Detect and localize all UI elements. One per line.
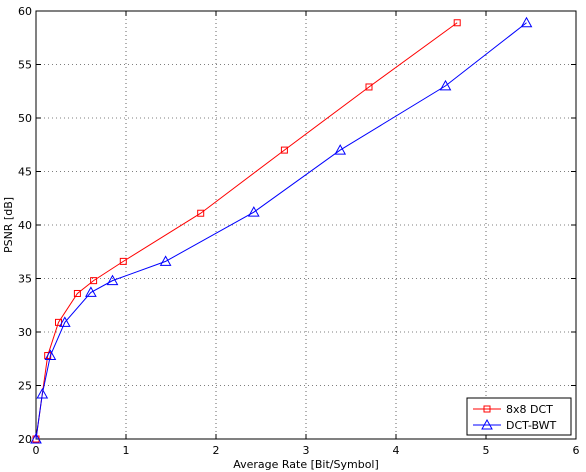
- x-tick-label: 1: [123, 444, 130, 457]
- series-8x8-dct: [32, 19, 461, 443]
- x-tick-label: 2: [213, 444, 220, 457]
- x-tick-label: 3: [303, 444, 310, 457]
- x-tick-label: 0: [33, 444, 40, 457]
- data-point-8x8-dct: [119, 257, 127, 265]
- data-point-8x8-dct: [280, 146, 288, 154]
- series-dct-bwt: [30, 16, 533, 444]
- data-point-dct-bwt: [44, 349, 57, 361]
- legend-marker-dct-bwt: [481, 418, 493, 430]
- data-point-8x8-dct: [73, 289, 81, 297]
- data-point-8x8-dct: [90, 277, 98, 285]
- data-point-dct-bwt: [159, 255, 172, 266]
- y-tick-label: 55: [18, 59, 32, 72]
- legend-label-8x8-dct: 8x8 DCT: [506, 403, 553, 416]
- y-tick-label: 25: [18, 380, 32, 393]
- y-tick-label: 40: [18, 219, 32, 232]
- legend: 8x8 DCT DCT-BWT: [466, 397, 572, 436]
- y-axis-title: PSNR [dB]: [2, 197, 15, 253]
- data-point-dct-bwt: [439, 79, 452, 91]
- data-point-dct-bwt: [85, 286, 97, 297]
- data-point-dct-bwt: [106, 274, 119, 286]
- data-point-dct-bwt: [36, 388, 49, 399]
- grid: [36, 11, 576, 439]
- x-axis-title: Average Rate [Bit/Symbol]: [233, 458, 379, 471]
- data-point-dct-bwt: [334, 144, 347, 155]
- data-point-dct-bwt: [58, 316, 71, 327]
- data-point-8x8-dct: [453, 19, 461, 27]
- x-tick-label: 4: [393, 444, 400, 457]
- y-tick-label: 45: [18, 166, 32, 179]
- data-point-dct-bwt: [30, 432, 42, 444]
- data-point-8x8-dct: [197, 209, 205, 217]
- series-group: [30, 16, 533, 444]
- legend-marker-8x8-dct: [483, 405, 491, 413]
- y-tick-label: 30: [18, 326, 32, 339]
- y-tick-label: 50: [18, 112, 32, 125]
- legend-label-dct-bwt: DCT-BWT: [506, 419, 556, 432]
- y-tick-label: 35: [18, 273, 32, 286]
- data-point-dct-bwt: [520, 16, 533, 28]
- data-point-dct-bwt: [247, 206, 260, 217]
- x-tick-label: 6: [573, 444, 580, 457]
- data-point-8x8-dct: [365, 83, 373, 91]
- series-line-8x8-dct: [35, 22, 458, 440]
- series-line-dct-bwt: [35, 22, 527, 440]
- y-tick-label: 20: [18, 433, 32, 446]
- x-tick-label: 5: [483, 444, 490, 457]
- y-tick-label: 60: [18, 5, 32, 18]
